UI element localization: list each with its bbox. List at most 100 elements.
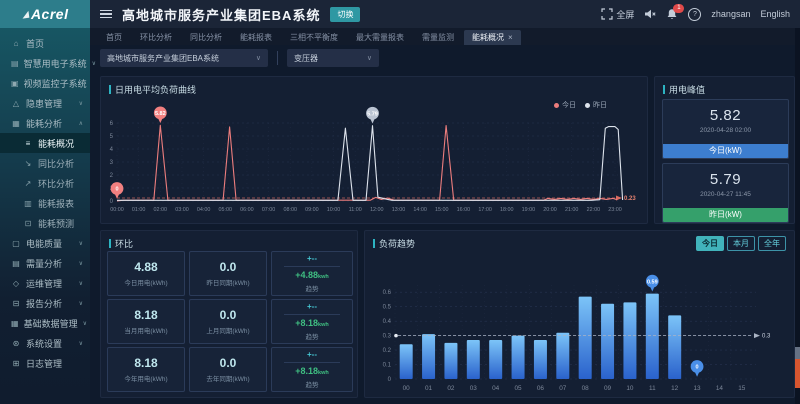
svg-text:4: 4 — [110, 147, 114, 153]
svg-text:0.5: 0.5 — [383, 305, 392, 311]
notifications-button[interactable]: 1 — [666, 4, 685, 20]
user-menu[interactable]: zhangsan — [711, 9, 751, 19]
sidebar-subitem-4-3[interactable]: ▥ 能耗报表 — [0, 193, 90, 213]
database-icon: ▦ — [11, 318, 19, 328]
svg-text:5.82: 5.82 — [155, 111, 166, 117]
chevron-down-icon: ∨ — [82, 320, 87, 327]
svg-text:23:00: 23:00 — [608, 207, 622, 213]
tab-label: 最大需量报表 — [356, 33, 404, 42]
tab-1[interactable]: 环比分析 — [132, 30, 180, 45]
load-trend-panel: 负荷趋势 今日 本月 全年 0 0.1 0.2 0.3 0.4 0.5 0.6 00 01 02 03 0… — [364, 230, 795, 398]
sidebar-item-7[interactable]: ◇ 运维管理 ∨ — [0, 273, 90, 293]
tab-label: 首页 — [106, 33, 122, 42]
tab-label: 环比分析 — [140, 33, 172, 42]
load-trend-chart: 0 0.1 0.2 0.3 0.4 0.5 0.6 00 01 02 03 04 05 06 07 08 09 1… — [383, 274, 771, 392]
svg-text:10: 10 — [626, 385, 634, 392]
chevron-down-icon: ∨ — [78, 240, 83, 247]
stat-value: 0.0 — [219, 260, 237, 274]
sidebar-item-4[interactable]: ▦ 能耗分析 ∧ — [0, 113, 90, 133]
range-button-1[interactable]: 本月 — [727, 236, 755, 251]
trend-label: 趋势 — [305, 382, 319, 389]
sidebar-item-1[interactable]: ▤ 智慧用电子系统 ∨ — [0, 53, 96, 73]
sidebar-subitem-4-2[interactable]: ↗ 环比分析 — [0, 173, 90, 193]
energy-analysis-icon: ▦ — [12, 118, 20, 128]
sidebar-item-label: 运维管理 — [26, 278, 63, 289]
top-header: 高地城市服务产业集团EBA系统 切换 全屏 1 ? zhangsan Eng — [90, 0, 800, 28]
svg-text:07: 07 — [559, 385, 567, 392]
svg-text:0: 0 — [696, 365, 699, 371]
sidebar-item-3[interactable]: △ 隐患管理 ∨ — [0, 93, 90, 113]
svg-text:05:00: 05:00 — [219, 207, 233, 213]
scrollbar-thumb[interactable] — [795, 359, 800, 388]
switch-button[interactable]: 切换 — [330, 6, 361, 22]
device-select[interactable]: 变压器 ∨ — [287, 49, 379, 67]
peak-card-0: 5.82 2020-04-28 02:00 今日(kW) — [662, 99, 789, 159]
peak-card-button[interactable]: 今日(kW) — [663, 144, 788, 158]
peak-card-button[interactable]: 昨日(kW) — [663, 208, 788, 222]
sidebar-subitem-4-0[interactable]: ≡ 能耗概况 — [0, 133, 90, 153]
sidebar-item-label: 需量分析 — [26, 258, 63, 269]
sidebar-item-10[interactable]: ⊛ 系统设置 ∨ — [0, 333, 90, 353]
comparison-panel-title: 环比 — [109, 237, 133, 250]
svg-text:0.4: 0.4 — [383, 319, 392, 325]
legend-item-0[interactable]: 今日 — [554, 100, 576, 110]
range-buttons: 今日 本月 全年 — [696, 236, 786, 251]
sidebar-item-2[interactable]: ▣ 视频监控子系统 — [0, 73, 90, 93]
svg-text:06:00: 06:00 — [240, 207, 254, 213]
stat-cell-current-2: 8.18 今年用电(kWh) — [107, 347, 185, 392]
fullscreen-button[interactable]: 全屏 — [601, 8, 634, 21]
svg-text:0: 0 — [388, 377, 392, 383]
mute-button[interactable] — [644, 8, 656, 20]
sidebar-item-11[interactable]: ⊞ 日志管理 — [0, 353, 90, 373]
svg-text:17:00: 17:00 — [478, 207, 492, 213]
tab-6[interactable]: 需量监测 — [414, 30, 462, 45]
hazard-icon: △ — [12, 98, 20, 108]
sidebar-item-0[interactable]: ⌂ 首页 — [0, 33, 90, 53]
svg-text:08:00: 08:00 — [283, 207, 297, 213]
svg-text:06: 06 — [537, 385, 545, 392]
stat-value: 0.0 — [219, 308, 237, 322]
tab-bar: 首页 环比分析 同比分析 能耗报表 三相不平衡度 最大需量报表 需量监测 能耗概况 × — [90, 28, 800, 45]
svg-text:08: 08 — [582, 385, 590, 392]
svg-text:6: 6 — [110, 121, 114, 127]
svg-text:0.23: 0.23 — [624, 196, 636, 202]
tab-5[interactable]: 最大需量报表 — [348, 30, 412, 45]
tab-label: 三相不平衡度 — [290, 33, 338, 42]
peak-card-1: 5.79 2020-04-27 11:45 昨日(kW) — [662, 163, 789, 223]
chevron-down-icon: ∨ — [78, 100, 83, 107]
language-switch[interactable]: English — [760, 9, 790, 19]
trend-percent: +-- — [307, 254, 317, 263]
svg-text:00: 00 — [403, 385, 411, 392]
stat-value: 8.18 — [134, 356, 158, 370]
legend-dot — [554, 102, 559, 108]
stat-label: 今日用电(kWh) — [124, 280, 168, 287]
tab-7[interactable]: 能耗概况 × — [464, 30, 521, 45]
project-select[interactable]: 高地城市服务产业集团EBA系统 ∨ — [100, 49, 268, 67]
legend-item-1[interactable]: 昨日 — [585, 100, 607, 110]
yoy-icon: ↘ — [24, 158, 32, 168]
tab-2[interactable]: 同比分析 — [182, 30, 230, 45]
svg-text:0: 0 — [115, 187, 118, 193]
tab-0[interactable]: 首页 — [98, 30, 130, 45]
tab-3[interactable]: 能耗报表 — [232, 30, 280, 45]
tab-4[interactable]: 三相不平衡度 — [282, 30, 346, 45]
sidebar-item-5[interactable]: ▢ 电能质量 ∨ — [0, 233, 90, 253]
help-button[interactable]: ? — [688, 7, 702, 21]
range-button-2[interactable]: 全年 — [758, 236, 786, 251]
sidebar-item-6[interactable]: ▤ 需量分析 ∨ — [0, 253, 90, 273]
filter-bar: 高地城市服务产业集团EBA系统 ∨ 变压器 ∨ — [90, 45, 800, 71]
range-button-0[interactable]: 今日 — [696, 236, 724, 251]
svg-text:03:00: 03:00 — [175, 207, 189, 213]
load-trend-title: 负荷趋势 — [373, 237, 415, 250]
scrollbar-track[interactable] — [795, 28, 800, 404]
video-monitor-icon: ▣ — [11, 78, 19, 88]
sidebar-subitem-4-1[interactable]: ↘ 同比分析 — [0, 153, 90, 173]
menu-toggle-icon[interactable] — [100, 9, 112, 19]
sidebar-subitem-4-4[interactable]: ⊡ 能耗预测 — [0, 213, 90, 233]
svg-text:2: 2 — [110, 173, 114, 179]
page-title: 高地城市服务产业集团EBA系统 — [122, 7, 321, 23]
sidebar-item-9[interactable]: ▦ 基础数据管理 ∨ — [0, 313, 90, 333]
sidebar-item-8[interactable]: ⊟ 报告分析 ∨ — [0, 293, 90, 313]
peak-time: 2020-04-27 11:45 — [700, 191, 751, 198]
